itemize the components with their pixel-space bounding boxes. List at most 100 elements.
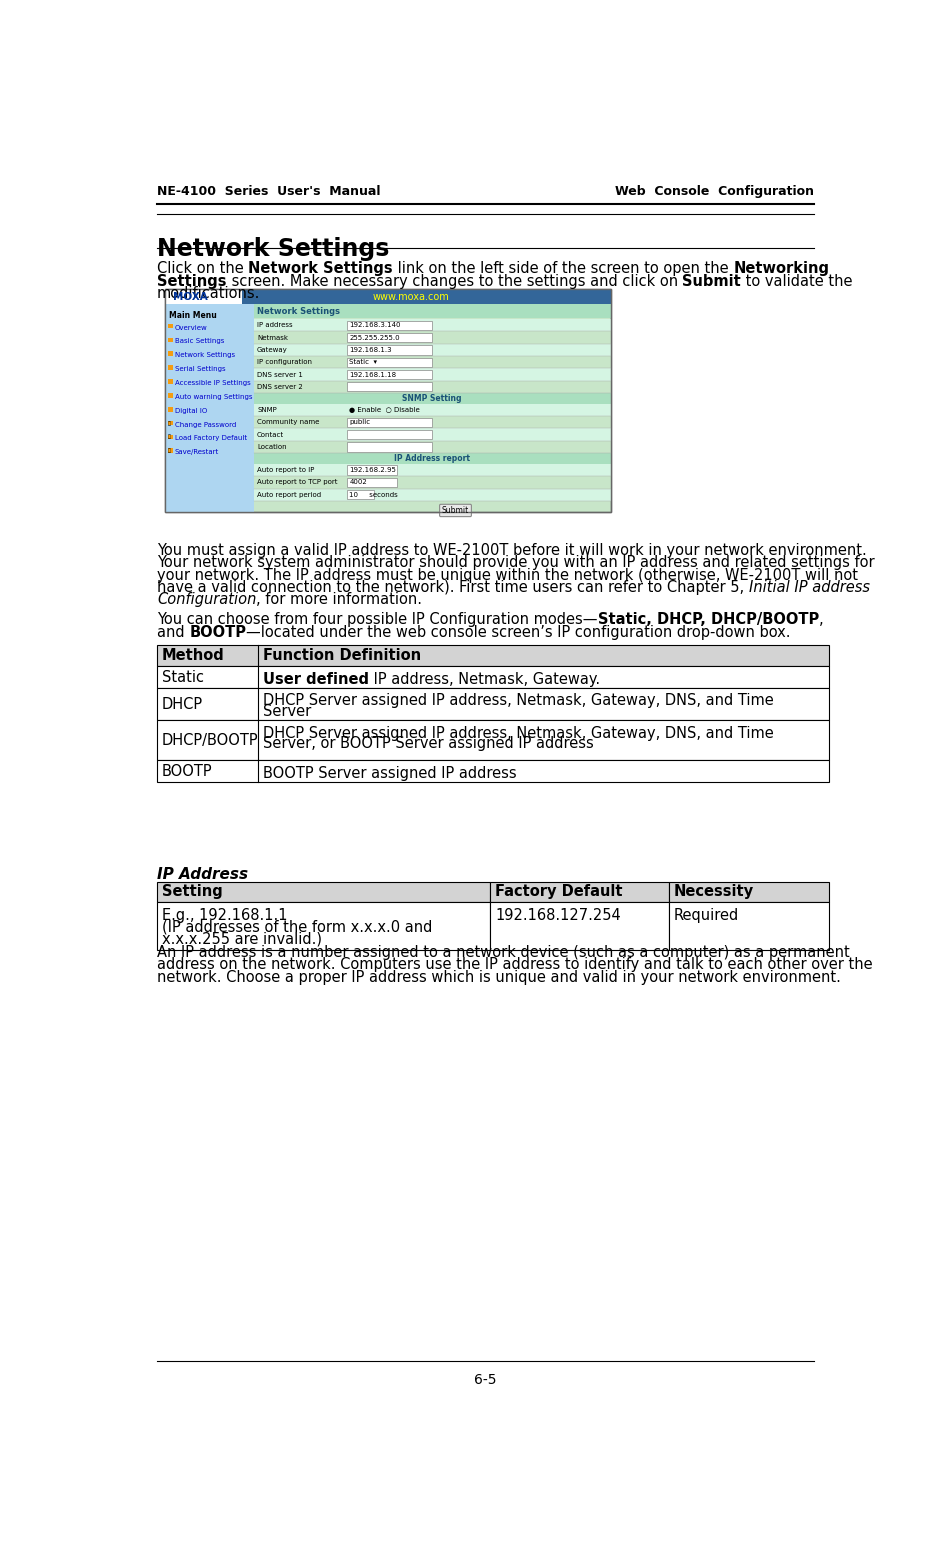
Text: IP Address: IP Address [157, 867, 248, 881]
Text: NE-4100  Series  User's  Manual: NE-4100 Series User's Manual [157, 186, 381, 198]
Text: You can choose from four possible IP Configuration modes—: You can choose from four possible IP Con… [157, 612, 598, 628]
Text: MOXA: MOXA [172, 292, 207, 301]
Text: An IP address is a number assigned to a network device (such as a computer) as a: An IP address is a number assigned to a … [157, 945, 849, 961]
Text: Server: Server [262, 704, 311, 719]
FancyBboxPatch shape [254, 369, 611, 381]
FancyBboxPatch shape [168, 394, 172, 398]
FancyBboxPatch shape [157, 901, 491, 950]
Text: DNS server 1: DNS server 1 [257, 372, 303, 378]
Text: Factory Default: Factory Default [495, 884, 622, 900]
FancyBboxPatch shape [254, 381, 611, 394]
FancyBboxPatch shape [157, 645, 829, 667]
Text: DNS server 2: DNS server 2 [257, 384, 303, 390]
FancyBboxPatch shape [347, 383, 432, 392]
Text: Save/Restart: Save/Restart [175, 450, 219, 455]
FancyBboxPatch shape [165, 289, 611, 305]
Text: 192.168.3.140: 192.168.3.140 [349, 322, 401, 328]
FancyBboxPatch shape [168, 406, 172, 411]
Text: , for more information.: , for more information. [257, 592, 422, 608]
FancyBboxPatch shape [168, 366, 172, 370]
FancyBboxPatch shape [168, 380, 172, 384]
Text: and: and [157, 625, 189, 640]
Text: Overview: Overview [175, 325, 207, 331]
Text: Digital IO: Digital IO [175, 408, 207, 414]
Text: Network Settings: Network Settings [157, 237, 389, 261]
Text: DHCP Server assigned IP address, Netmask, Gateway, DNS, and Time: DHCP Server assigned IP address, Netmask… [262, 694, 774, 708]
FancyBboxPatch shape [157, 883, 491, 901]
Text: 192.168.127.254: 192.168.127.254 [495, 908, 621, 923]
Text: public: public [349, 419, 370, 425]
FancyBboxPatch shape [439, 505, 472, 517]
FancyBboxPatch shape [157, 720, 829, 761]
Text: DHCP Server assigned IP address, Netmask, Gateway, DNS, and Time: DHCP Server assigned IP address, Netmask… [262, 726, 774, 740]
Text: Location: Location [257, 444, 287, 450]
Text: Required: Required [673, 908, 739, 923]
Text: BOOTP Server assigned IP address: BOOTP Server assigned IP address [262, 765, 516, 781]
FancyBboxPatch shape [491, 901, 669, 950]
Text: 6-5: 6-5 [474, 1373, 496, 1387]
Text: Networking: Networking [733, 261, 830, 276]
FancyBboxPatch shape [254, 415, 611, 428]
FancyBboxPatch shape [165, 289, 611, 512]
Text: Submit: Submit [442, 506, 469, 515]
Text: Serial Settings: Serial Settings [175, 366, 225, 372]
Text: Accessible IP Settings: Accessible IP Settings [175, 380, 251, 386]
Text: ,: , [819, 612, 824, 628]
Text: modifications.: modifications. [157, 286, 260, 301]
FancyBboxPatch shape [669, 883, 829, 901]
Text: Static  ▾: Static ▾ [349, 359, 377, 366]
FancyBboxPatch shape [347, 430, 432, 439]
Text: IP address, Netmask, Gateway.: IP address, Netmask, Gateway. [368, 672, 599, 687]
Text: address on the network. Computers use the IP address to identify and talk to eac: address on the network. Computers use th… [157, 958, 873, 973]
FancyBboxPatch shape [157, 761, 829, 783]
FancyBboxPatch shape [347, 358, 432, 367]
Text: Contact: Contact [257, 431, 284, 437]
Text: SNMP Setting: SNMP Setting [402, 394, 462, 403]
Text: network. Choose a proper IP address which is unique and valid in your network en: network. Choose a proper IP address whic… [157, 970, 841, 984]
Text: Load Factory Default: Load Factory Default [175, 436, 247, 442]
FancyBboxPatch shape [254, 405, 611, 415]
Text: Submit: Submit [683, 273, 742, 289]
Text: Auto warning Settings: Auto warning Settings [175, 394, 253, 400]
Text: www.moxa.com: www.moxa.com [372, 292, 449, 301]
Text: Initial IP address: Initial IP address [749, 580, 870, 595]
Text: Network Settings: Network Settings [257, 306, 340, 316]
Text: to validate the: to validate the [742, 273, 852, 289]
FancyBboxPatch shape [168, 351, 172, 356]
FancyBboxPatch shape [347, 320, 432, 330]
Text: 192.168.1.3: 192.168.1.3 [349, 347, 392, 353]
FancyBboxPatch shape [168, 420, 172, 425]
Text: screen. Make necessary changes to the settings and click on: screen. Make necessary changes to the se… [226, 273, 683, 289]
FancyBboxPatch shape [165, 289, 242, 305]
FancyBboxPatch shape [157, 687, 829, 720]
Text: You must assign a valid IP address to WE-2100T before it will work in your netwo: You must assign a valid IP address to WE… [157, 544, 867, 558]
Text: 192.168.2.95: 192.168.2.95 [349, 467, 396, 473]
FancyBboxPatch shape [254, 489, 611, 501]
FancyBboxPatch shape [254, 453, 611, 464]
Text: 🔒: 🔒 [168, 434, 170, 439]
Text: (IP addresses of the form x.x.x.0 and: (IP addresses of the form x.x.x.0 and [162, 920, 432, 934]
Text: Setting: Setting [162, 884, 223, 900]
FancyBboxPatch shape [254, 394, 611, 405]
Text: x.x.x.255 are invalid.): x.x.x.255 are invalid.) [162, 931, 322, 947]
Text: Web  Console  Configuration: Web Console Configuration [615, 186, 813, 198]
Text: Configuration: Configuration [157, 592, 257, 608]
FancyBboxPatch shape [254, 428, 611, 440]
FancyBboxPatch shape [157, 667, 829, 687]
FancyBboxPatch shape [347, 333, 432, 342]
Text: Auto report to TCP port: Auto report to TCP port [257, 480, 337, 486]
Text: Netmask: Netmask [257, 334, 288, 341]
Text: Static: Static [162, 670, 204, 684]
Text: DHCP/BOOTP: DHCP/BOOTP [162, 733, 259, 748]
Text: Method: Method [162, 648, 224, 664]
Text: Server, or BOOTP Server assigned IP address: Server, or BOOTP Server assigned IP addr… [262, 736, 593, 751]
Text: SNMP: SNMP [257, 408, 277, 412]
Text: Community name: Community name [257, 419, 319, 425]
Text: Auto report period: Auto report period [257, 492, 321, 498]
Text: IP Address report: IP Address report [394, 455, 471, 462]
FancyBboxPatch shape [254, 440, 611, 453]
FancyBboxPatch shape [254, 305, 611, 317]
Text: 192.168.1.18: 192.168.1.18 [349, 372, 397, 378]
Text: Function Definition: Function Definition [262, 648, 420, 664]
Text: 10     seconds: 10 seconds [349, 492, 398, 498]
